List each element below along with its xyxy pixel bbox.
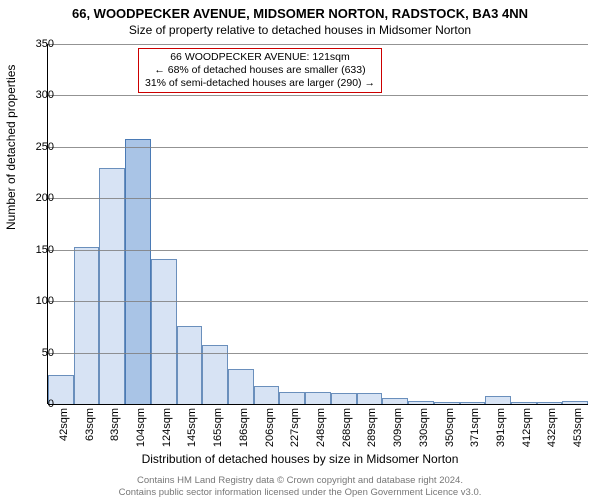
bar <box>254 386 280 405</box>
bar-highlight <box>125 139 151 404</box>
y-tick-label: 150 <box>14 244 54 256</box>
x-tick-label: 309sqm <box>392 408 404 447</box>
x-tick-label: 432sqm <box>546 408 558 447</box>
x-tick-label: 268sqm <box>341 408 353 447</box>
x-axis-label: Distribution of detached houses by size … <box>0 452 600 466</box>
x-tick-label: 289sqm <box>366 408 378 447</box>
bar <box>74 247 100 404</box>
x-tick-label: 206sqm <box>264 408 276 447</box>
y-tick-label: 300 <box>14 89 54 101</box>
bar <box>408 401 434 404</box>
bar <box>460 402 486 404</box>
bar <box>151 259 177 404</box>
grid-line <box>48 250 588 251</box>
bar <box>331 393 357 404</box>
y-tick-label: 50 <box>14 347 54 359</box>
x-tick-label: 186sqm <box>238 408 250 447</box>
y-tick-label: 250 <box>14 141 54 153</box>
footer-line-1: Contains HM Land Registry data © Crown c… <box>0 475 600 486</box>
annotation-line: ← 68% of detached houses are smaller (63… <box>145 64 375 77</box>
y-tick-label: 0 <box>14 398 54 410</box>
bar <box>177 326 203 404</box>
bar <box>382 398 408 404</box>
x-tick-label: 104sqm <box>135 408 147 447</box>
x-tick-label: 63sqm <box>84 408 96 441</box>
bar <box>562 401 588 404</box>
chart-container: 66, WOODPECKER AVENUE, MIDSOMER NORTON, … <box>0 0 600 500</box>
y-tick-label: 350 <box>14 38 54 50</box>
chart-title-sub: Size of property relative to detached ho… <box>0 21 600 37</box>
chart-title-main: 66, WOODPECKER AVENUE, MIDSOMER NORTON, … <box>0 0 600 21</box>
footer-line-2: Contains public sector information licen… <box>0 487 600 498</box>
y-tick-label: 200 <box>14 192 54 204</box>
x-tick-label: 350sqm <box>444 408 456 447</box>
bar <box>202 345 228 404</box>
bar <box>279 392 305 404</box>
x-tick-label: 165sqm <box>212 408 224 447</box>
x-tick-label: 227sqm <box>289 408 301 447</box>
grid-line <box>48 95 588 96</box>
bars-group <box>48 44 588 404</box>
grid-line <box>48 353 588 354</box>
x-tick-label: 248sqm <box>315 408 327 447</box>
footer-credits: Contains HM Land Registry data © Crown c… <box>0 475 600 498</box>
x-tick-label: 412sqm <box>521 408 533 447</box>
y-tick-label: 100 <box>14 295 54 307</box>
bar <box>228 369 254 404</box>
grid-line <box>48 44 588 45</box>
grid-line <box>48 301 588 302</box>
annotation-box: 66 WOODPECKER AVENUE: 121sqm← 68% of det… <box>138 48 382 93</box>
bar <box>305 392 331 404</box>
bar <box>537 402 563 404</box>
x-tick-label: 371sqm <box>469 408 481 447</box>
x-tick-label: 330sqm <box>418 408 430 447</box>
bar <box>357 393 383 404</box>
x-tick-label: 124sqm <box>161 408 173 447</box>
bar <box>434 402 460 404</box>
annotation-line: 66 WOODPECKER AVENUE: 121sqm <box>145 51 375 64</box>
bar <box>511 402 537 404</box>
x-tick-label: 391sqm <box>495 408 507 447</box>
x-tick-label: 42sqm <box>58 408 70 441</box>
annotation-line: 31% of semi-detached houses are larger (… <box>145 77 375 90</box>
grid-line <box>48 198 588 199</box>
grid-line <box>48 147 588 148</box>
x-tick-label: 453sqm <box>572 408 584 447</box>
x-tick-label: 145sqm <box>186 408 198 447</box>
x-tick-label: 83sqm <box>109 408 121 441</box>
x-axis-line <box>48 404 588 405</box>
plot-area: 66 WOODPECKER AVENUE: 121sqm← 68% of det… <box>48 44 588 404</box>
bar <box>99 168 125 404</box>
bar <box>485 396 511 404</box>
